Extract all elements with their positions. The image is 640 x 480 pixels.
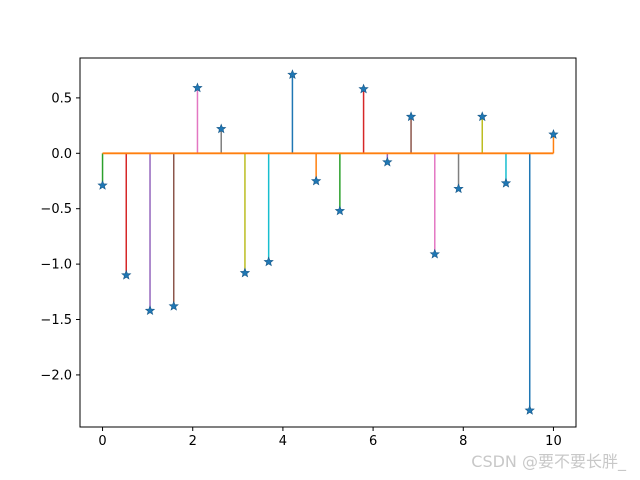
star-marker (121, 269, 132, 280)
star-marker (477, 111, 488, 122)
star-marker (453, 183, 464, 194)
star-marker (358, 83, 369, 94)
star-marker (263, 256, 274, 267)
x-tick-label: 8 (459, 434, 467, 449)
star-marker (97, 180, 108, 190)
x-tick-label: 0 (98, 434, 106, 449)
star-marker (287, 69, 298, 80)
x-tick-label: 6 (369, 434, 377, 449)
x-axis-ticks: 0 2 4 6 8 10 (98, 427, 562, 449)
watermark: CSDN @要不要长胖_ (471, 452, 626, 471)
y-tick-label: 0.0 (51, 147, 72, 162)
star-marker (310, 175, 322, 186)
plot-frame (79, 57, 577, 428)
star-marker (500, 177, 512, 188)
y-axis-ticks: −2.0 −1.5 −1.0 −0.5 0.0 0.5 (40, 91, 80, 383)
star-marker (239, 267, 251, 278)
star-marker (216, 123, 227, 134)
star-marker (548, 129, 559, 139)
stem-lines (101, 74, 555, 411)
star-marker (144, 305, 156, 316)
x-tick-label: 4 (279, 434, 287, 449)
markers (97, 69, 559, 415)
y-tick-label: −2.0 (40, 368, 72, 383)
y-tick-label: 0.5 (51, 91, 72, 106)
star-marker (382, 156, 393, 167)
y-tick-label: −0.5 (40, 202, 72, 217)
y-tick-label: −1.5 (40, 313, 72, 328)
star-marker (168, 300, 179, 311)
star-marker (334, 205, 346, 216)
star-marker (405, 111, 417, 122)
x-tick-label: 10 (545, 434, 562, 449)
y-tick-label: −1.0 (40, 258, 72, 273)
star-marker (192, 82, 203, 93)
star-marker (524, 404, 535, 415)
star-marker (429, 248, 440, 259)
x-tick-label: 2 (189, 434, 197, 449)
